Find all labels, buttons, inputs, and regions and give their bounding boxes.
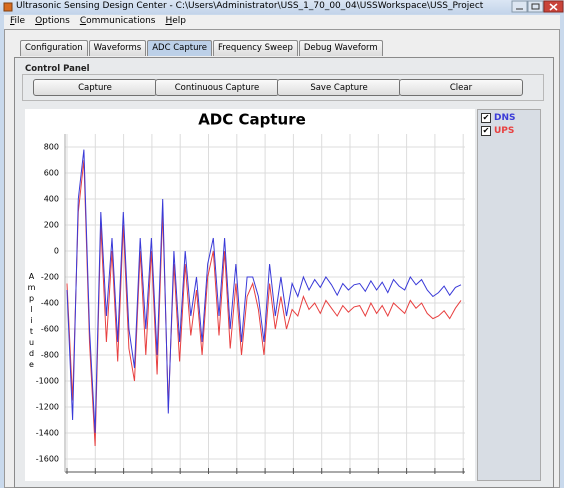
y-tick-label: -1400: [36, 429, 59, 438]
menu-item[interactable]: Communications: [79, 16, 156, 26]
y-tick-label: 600: [44, 169, 59, 178]
tab-strip: Configuration Waveforms ADC Capture Frequen…: [20, 40, 384, 57]
chart-area: ADC Capture 800 600 400 200 0 -200 -400 -600 -80…: [25, 109, 475, 481]
menu-item[interactable]: File: [10, 16, 26, 26]
app-icon: [3, 2, 13, 12]
tab[interactable]: ADC Capture: [147, 40, 213, 56]
y-tick-label: 800: [44, 143, 59, 152]
window-title: Ultrasonic Sensing Design Center - C:\Us…: [16, 1, 484, 11]
chart: ADC Capture 800 600 400 200 0 -200 -400 -600 -80…: [36, 111, 465, 474]
legend-label: UPS: [494, 126, 515, 136]
tab[interactable]: Frequency Sweep: [213, 40, 298, 56]
button[interactable]: Continuous Capture: [155, 79, 279, 96]
menu-bar: File Options Communications Help: [4, 15, 560, 29]
menu-item[interactable]: Help: [165, 16, 187, 26]
series-line: [66, 149, 462, 434]
chart-title: ADC Capture: [198, 111, 306, 129]
y-axis-label: Amplitude: [27, 272, 36, 371]
legend-checkbox[interactable]: ✔: [481, 126, 491, 136]
y-tick-label: 0: [54, 247, 59, 256]
legend-entry[interactable]: ✔ DNS: [481, 113, 516, 123]
button[interactable]: Save Capture: [277, 79, 401, 96]
y-tick-label: -1000: [36, 377, 59, 386]
y-tick-label: -800: [41, 351, 59, 360]
legend-checkbox[interactable]: ✔: [481, 113, 491, 123]
y-tick-label: -600: [41, 325, 59, 334]
panel-title: Control Panel: [25, 64, 90, 74]
y-tick-label: -200: [41, 273, 59, 282]
y-tick-label: 200: [44, 221, 59, 230]
legend-label: DNS: [494, 113, 516, 123]
series-line: [66, 159, 462, 447]
y-tick-label: 400: [44, 195, 59, 204]
y-tick-label: -400: [41, 299, 59, 308]
menu-item[interactable]: Options: [35, 16, 70, 26]
button[interactable]: Capture: [33, 79, 157, 96]
y-tick-label: -1200: [36, 403, 59, 412]
tab[interactable]: Configuration: [20, 40, 88, 56]
legend-entry[interactable]: ✔ UPS: [481, 126, 514, 136]
panel-border: [22, 74, 544, 101]
y-tick-label: -1600: [36, 455, 59, 464]
tab[interactable]: Waveforms: [88, 40, 147, 56]
title-bar: Ultrasonic Sensing Design Center - C:\Us…: [0, 0, 564, 14]
tab[interactable]: Debug Waveform: [298, 40, 383, 56]
legend: ✔ DNS ✔ UPS: [477, 109, 541, 481]
window-controls[interactable]: [510, 0, 564, 14]
button[interactable]: Clear: [399, 79, 523, 96]
